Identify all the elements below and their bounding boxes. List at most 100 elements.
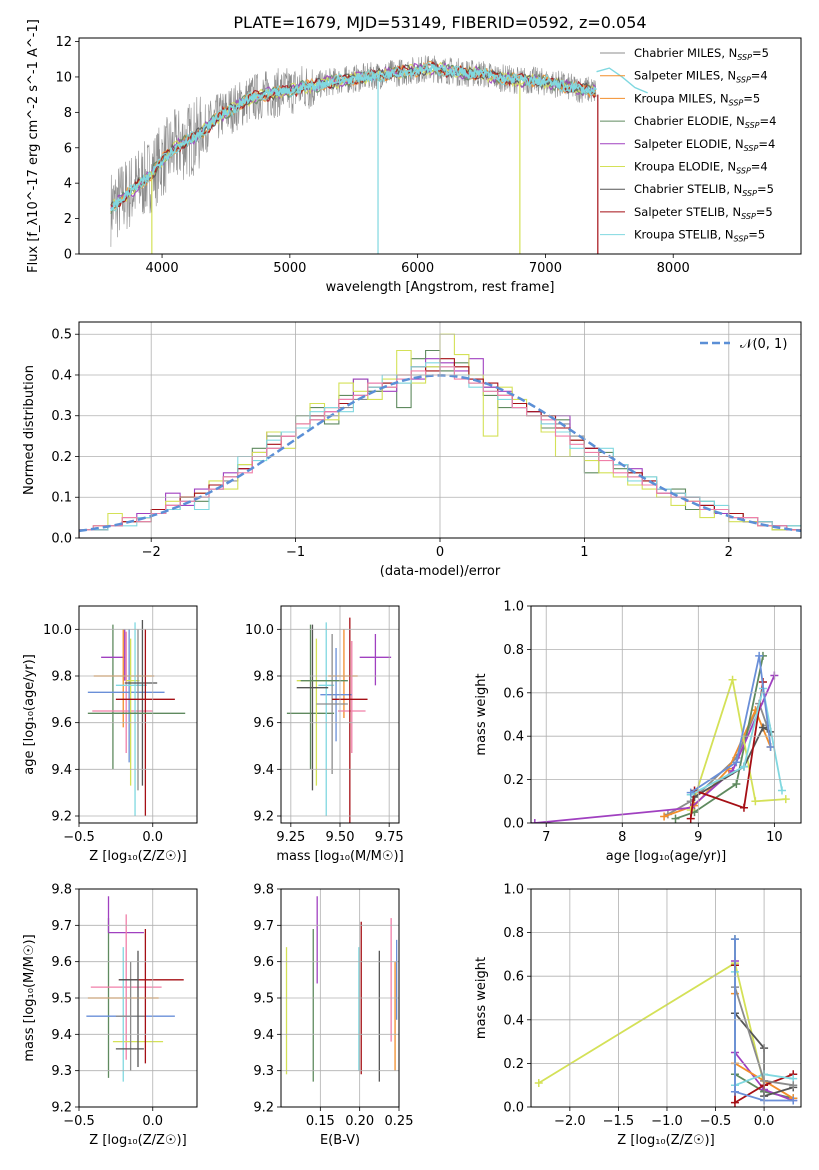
- weight-line-0: [538, 961, 765, 1086]
- y-tick-label: 9.6: [51, 955, 72, 970]
- errorbar-point: [115, 961, 146, 1071]
- errorbar-point: [318, 622, 335, 816]
- weight-line-3: [534, 675, 776, 823]
- x-axis-label: Z [log₁₀(Z/Z☉)]: [89, 1133, 186, 1148]
- weight-marker: [758, 723, 767, 732]
- errorbar-point: [320, 648, 352, 742]
- y-tick-label: 0.2: [503, 773, 524, 788]
- x-tick-label: 0.0: [142, 1114, 163, 1129]
- y-tick-label: 9.3: [253, 1064, 274, 1079]
- y-tick-label: 8: [64, 106, 72, 121]
- errorbar-point: [90, 914, 162, 1060]
- y-tick-label: 10: [55, 70, 72, 85]
- errorbar-point: [124, 620, 158, 786]
- y-tick-label: 0.8: [503, 643, 524, 658]
- legend-label: Chabrier MILES, NSSP=5: [634, 46, 769, 62]
- errorbar-point: [118, 950, 139, 1068]
- legend-label: Salpeter ELODIE, NSSP=4: [634, 137, 775, 153]
- weight-line-4: [689, 679, 786, 811]
- weight-line-8: [690, 655, 772, 794]
- axes-frame: [78, 888, 198, 1108]
- y-tick-label: 9.5: [51, 992, 72, 1007]
- plot-area: [286, 617, 392, 823]
- weight-marker: [739, 762, 748, 771]
- plot-area: [285, 896, 398, 1082]
- y-tick-label: 0.3: [51, 409, 72, 424]
- legend: Chabrier MILES, NSSP=5 Salpeter MILES, NS…: [600, 46, 776, 244]
- errorbar-point: [118, 928, 184, 1064]
- x-tick-label: 9.50: [326, 830, 355, 845]
- y-tick-label: 9.8: [253, 883, 274, 898]
- errorbar-point: [359, 634, 392, 686]
- errorbar-point: [87, 629, 165, 763]
- x-axis-label: Z [log₁₀(Z/Z☉)]: [617, 1133, 714, 1148]
- y-tick-label: 0.2: [51, 450, 72, 465]
- spectrum-data-line: [110, 55, 597, 247]
- legend-label: Kroupa MILES, NSSP=5: [634, 91, 760, 107]
- y-tick-label: 9.5: [253, 992, 274, 1007]
- weight-marker: [730, 935, 739, 944]
- x-tick-label: 7: [542, 830, 550, 845]
- errorbar-point: [115, 622, 147, 816]
- y-tick-label: 9.4: [51, 763, 72, 778]
- axes-frame: [78, 321, 802, 539]
- y-tick-label: 10.0: [245, 623, 274, 638]
- errorbar-point: [338, 641, 366, 753]
- x-tick-label: 7000: [529, 261, 562, 276]
- x-tick-label: 8: [618, 830, 626, 845]
- x-tick-label: 9.75: [375, 830, 404, 845]
- y-tick-label: 9.4: [253, 1028, 274, 1043]
- plot-area: [87, 620, 186, 816]
- chart-spectrum: 4000 5000 6000 7000 8000 0 2 4 6 8 10 12 wavelength …: [26, 19, 802, 295]
- weight-marker: [686, 814, 695, 823]
- y-tick-label: 9.2: [253, 810, 274, 825]
- x-axis-label: wavelength [Angstrom, rest frame]: [326, 280, 555, 295]
- chart-age_vs_z: −0.5 0.0 9.2 9.4 9.6 9.8 10.0 Z [log₁₀(Z/Z☉)] ag…: [22, 605, 198, 864]
- y-tick-label: 0.0: [51, 532, 72, 547]
- y-tick-label: 9.4: [253, 763, 274, 778]
- weight-marker: [739, 803, 748, 812]
- y-tick-label: 0.2: [503, 1057, 524, 1072]
- x-tick-label: −0.5: [700, 1114, 732, 1129]
- y-tick-label: 9.2: [51, 810, 72, 825]
- y-tick-label: 4: [64, 177, 72, 192]
- y-axis-label: mass [log₁₀(M/M☉)]: [22, 934, 37, 1061]
- legend-label: Chabrier ELODIE, NSSP=4: [634, 114, 776, 130]
- y-tick-label: 0.4: [503, 730, 524, 745]
- weight-marker: [732, 779, 741, 788]
- x-tick-label: −0.5: [63, 1114, 95, 1129]
- y-axis-label: age [log₁₀(age/yr)]: [22, 654, 37, 775]
- model-line-top: [110, 63, 597, 212]
- legend-label: Salpeter STELIB, NSSP=5: [634, 205, 773, 221]
- errorbar-point: [286, 624, 335, 770]
- weight-marker: [534, 1079, 543, 1088]
- y-tick-label: 0.8: [503, 926, 524, 941]
- y-tick-label: 0.0: [503, 817, 524, 832]
- x-tick-label: −0.5: [63, 830, 95, 845]
- chart-weight_vs_age: 7 8 9 10 0.0 0.2 0.4 0.6 0.8 1.0 age [log₁₀(age/yr…: [474, 600, 802, 864]
- weight-marker: [730, 1098, 739, 1107]
- y-tick-label: 9.6: [253, 955, 274, 970]
- legend-label: Kroupa STELIB, NSSP=5: [634, 228, 765, 244]
- x-tick-label: −1.0: [651, 1114, 683, 1129]
- model-extension: [596, 67, 648, 94]
- x-tick-label: 8000: [657, 261, 690, 276]
- weight-marker: [730, 1087, 739, 1096]
- y-tick-label: 0.1: [51, 491, 72, 506]
- legend-label: Chabrier STELIB, NSSP=5: [634, 182, 774, 198]
- weight-marker: [732, 758, 741, 767]
- x-axis-label: mass [log₁₀(M/M☉)]: [276, 849, 403, 864]
- y-tick-label: 9.4: [51, 1028, 72, 1043]
- weight-marker: [728, 675, 737, 684]
- plot-area: [86, 896, 184, 1082]
- chart-age_vs_mass: 9.25 9.50 9.75 9.2 9.4 9.6 9.8 10.0 mass [log₁₀(…: [245, 605, 404, 864]
- legend-label: Kroupa ELODIE, NSSP=4: [634, 160, 768, 176]
- x-tick-label: −1: [286, 545, 305, 560]
- y-tick-label: 9.2: [253, 1101, 274, 1116]
- y-tick-label: 9.7: [253, 919, 274, 934]
- y-tick-label: 9.8: [253, 670, 274, 685]
- errorbar-point: [126, 638, 140, 786]
- weight-marker: [751, 797, 760, 806]
- y-tick-label: 9.6: [253, 716, 274, 731]
